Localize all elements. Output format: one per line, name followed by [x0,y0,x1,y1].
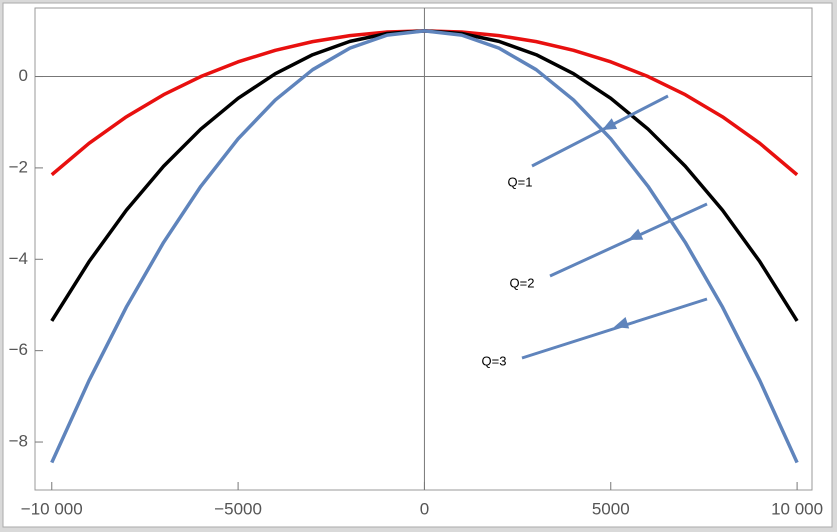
arrow-head [628,228,644,240]
x-tick-label: 10 000 [771,499,823,518]
y-tick-label: −4 [9,249,28,268]
annotation: Q=3 [482,353,507,368]
y-tick-label: −8 [9,432,28,451]
arrow-head [602,118,618,130]
y-tick-label: −2 [9,157,28,176]
plot-frame [34,7,813,491]
annotation-arrow [531,94,669,168]
annotation: Q=2 [510,275,535,290]
arrow-head [614,317,630,329]
x-tick-label: −10 000 [21,499,83,518]
annotation-arrow [549,202,708,278]
y-tick-label: −6 [9,340,28,359]
y-tick-label: 0 [19,66,28,85]
x-tick-label: 0 [420,499,429,518]
curve [50,29,799,464]
x-tick-label: 5000 [592,499,630,518]
x-tick-label: −5000 [214,499,262,518]
annotation: Q=1 [508,174,533,189]
annotation-arrow [521,297,708,360]
